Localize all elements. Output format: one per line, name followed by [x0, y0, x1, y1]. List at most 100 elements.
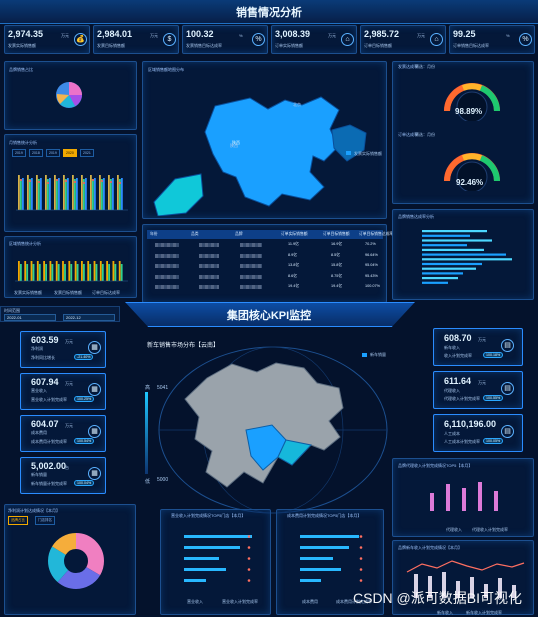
kpi-left-pill: 100.54%	[74, 438, 95, 444]
region-bar	[70, 264, 73, 281]
region-map-title: 区域销售额地图分布	[148, 67, 184, 72]
monthly-rate-dot	[83, 182, 85, 184]
tab-year[interactable]: 2019	[46, 149, 60, 157]
monthly-bar	[20, 179, 22, 210]
market-title: 新车销售市场分布【云南】	[147, 343, 220, 349]
tab-year[interactable]: 2019	[12, 149, 26, 157]
monthly-rate-dot	[101, 180, 103, 182]
monthly-bar	[110, 179, 112, 210]
monthly-bar	[90, 175, 92, 210]
masked-cell	[155, 274, 179, 279]
masked-cell	[155, 243, 179, 247]
kpi-left-card	[20, 415, 106, 452]
region-bar	[51, 264, 54, 281]
agency-top5-title: 品牌代理收入计划完成情况TOP5【本月】	[398, 463, 473, 468]
tab-store-rank[interactable]: 门店排名	[35, 516, 55, 525]
monthly-bar	[22, 178, 24, 210]
map-province-label: 陕西	[230, 143, 238, 148]
region-sales-title: 区域销售统计分析	[9, 241, 41, 246]
kpi-left-unit: 万元	[65, 423, 73, 428]
monthly-bar	[18, 175, 20, 210]
gauge-2	[444, 153, 500, 191]
brand-rate-bar	[422, 244, 467, 247]
newcar-bar	[498, 578, 502, 598]
brand-rate-bar	[422, 258, 512, 261]
masked-cell	[240, 264, 262, 268]
region-bar	[30, 261, 33, 281]
revenue-bar	[184, 546, 240, 549]
newcar-bar	[484, 584, 488, 598]
masked-cell	[155, 285, 179, 289]
kpi-unit: 万元	[328, 33, 336, 38]
monthly-bar	[49, 178, 51, 210]
tab-year[interactable]: 2018	[29, 149, 43, 157]
kpi-value: 99.25	[453, 29, 476, 39]
revenue-top5-panel	[160, 509, 271, 615]
brand-pie-chart	[56, 82, 82, 108]
kpi-right-unit: 万元	[478, 337, 486, 342]
tab-brand-share[interactable]: 品牌占比	[8, 516, 28, 525]
scale-low: 5000	[157, 477, 169, 483]
monthly-bar	[65, 179, 67, 210]
table-cell: 11.9亿	[288, 242, 299, 246]
kpi-left-label2: 营业收入计划完成率	[31, 397, 67, 402]
monthly-bar	[94, 178, 96, 210]
masked-cell	[199, 243, 219, 247]
monthly-bar	[117, 175, 119, 210]
gauge1-value: 98.89%	[455, 107, 483, 116]
gauge1-title: 发票达成率	[398, 64, 418, 69]
watermark: CSDN @派可数据BI可视化	[353, 590, 522, 606]
cost-bar	[300, 557, 333, 560]
agency-top5-chart	[430, 482, 498, 511]
agency-bar	[478, 482, 482, 511]
table-cell: 16.9亿	[331, 242, 343, 246]
newcar-legend-1: 新车收入	[437, 610, 453, 615]
cost-bar	[300, 579, 321, 582]
kpi-label: 订单实际销售额	[275, 43, 303, 48]
cost-top5-chart	[300, 535, 363, 582]
region-bar	[55, 261, 58, 281]
region-bar	[101, 264, 104, 281]
kpi-left-label: 成本费用	[31, 430, 47, 435]
monthly-bar	[101, 179, 103, 210]
table-header-cell: 订单目标销售额	[323, 232, 350, 236]
kpi-right-pill: 100.18%	[483, 352, 504, 358]
kpi-label: 发票目标销售额	[97, 43, 125, 48]
kpi-label: 订单销售目标达成率	[453, 43, 489, 48]
tab-year[interactable]: 2021	[80, 149, 94, 157]
monthly-rate-dot	[65, 180, 67, 182]
monthly-rate-dot	[56, 179, 58, 181]
kpi-left-label: 新车销量	[31, 472, 47, 477]
monthly-bar	[63, 175, 65, 210]
revenue-rate-dot	[247, 557, 251, 560]
region-bar	[74, 261, 77, 281]
monthly-bar	[119, 179, 121, 210]
region-bar	[18, 261, 20, 281]
wallet-icon: 💰	[74, 33, 87, 46]
kpi-unit: 万元	[417, 33, 425, 38]
kpi-value: 100.32	[186, 29, 214, 39]
region-bar	[87, 261, 90, 281]
brand-rate-bar	[422, 272, 463, 275]
monthly-bar	[92, 179, 94, 210]
kpi-right-value: 608.70	[444, 333, 472, 343]
start-date-input[interactable]	[4, 314, 56, 321]
revenue-rate-dot	[247, 568, 251, 571]
table-header-cell: 品类	[191, 232, 199, 236]
kpi-label: 发票销售目标达成率	[186, 43, 222, 48]
chart-icon: ▦	[88, 383, 101, 396]
monthly-rate-dot	[29, 180, 31, 182]
net-profit-panel	[4, 504, 136, 615]
kpi-title: 集团核心KPI监控	[226, 310, 312, 322]
region-bar	[120, 264, 123, 281]
moneybag-icon: $	[163, 33, 176, 46]
end-date-input[interactable]	[63, 314, 115, 321]
monthly-bar	[47, 179, 49, 210]
monthly-bar	[29, 179, 31, 210]
monthly-bar	[112, 178, 114, 210]
house-icon: ⌂	[430, 33, 443, 46]
newcar-bar	[442, 572, 446, 598]
tab-year[interactable]: 2020	[63, 149, 77, 157]
scale-high: 5041	[157, 385, 169, 391]
monthly-bar	[99, 175, 101, 210]
